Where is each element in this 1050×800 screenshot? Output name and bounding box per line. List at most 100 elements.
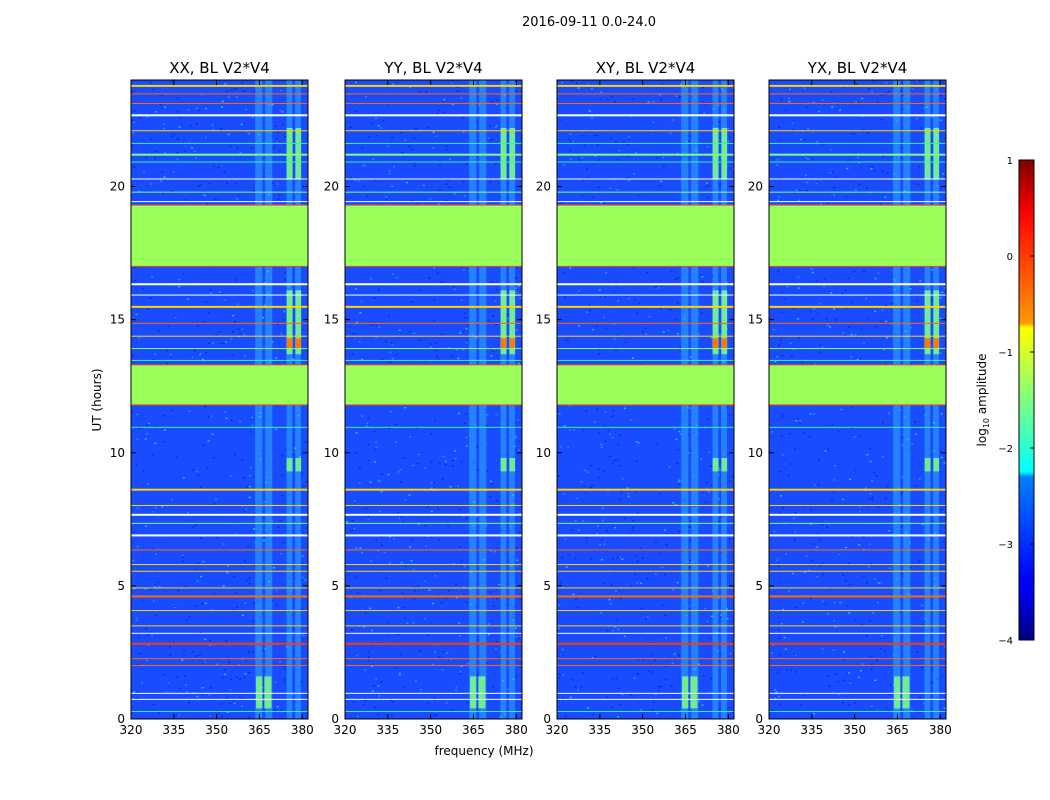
noise-speck bbox=[205, 467, 208, 470]
noise-speck bbox=[413, 586, 416, 588]
noise-speck bbox=[507, 317, 510, 320]
noise-speck bbox=[834, 319, 837, 321]
noise-speck bbox=[249, 582, 252, 585]
noise-speck bbox=[834, 673, 837, 675]
noise-speck bbox=[890, 684, 893, 686]
noise-speck bbox=[150, 183, 153, 185]
noise-speck bbox=[467, 324, 470, 327]
noise-speck bbox=[512, 616, 515, 619]
noise-speck bbox=[428, 589, 431, 591]
noise-speck bbox=[897, 155, 900, 157]
noise-speck bbox=[621, 693, 624, 696]
noise-speck bbox=[216, 537, 219, 539]
noise-speck bbox=[797, 318, 800, 320]
noise-speck bbox=[489, 591, 492, 593]
noise-speck bbox=[606, 530, 609, 532]
noise-speck bbox=[854, 702, 857, 704]
noise-speck bbox=[209, 715, 212, 717]
noise-speck bbox=[901, 444, 904, 446]
noise-speck bbox=[264, 296, 266, 298]
noise-speck bbox=[173, 605, 176, 608]
noise-speck bbox=[367, 659, 370, 662]
noise-speck bbox=[868, 165, 871, 168]
noise-speck bbox=[780, 354, 783, 357]
noise-speck bbox=[355, 432, 358, 434]
noise-speck bbox=[940, 186, 943, 189]
noise-speck bbox=[585, 410, 587, 412]
noise-speck bbox=[803, 87, 806, 89]
noise-speck bbox=[144, 588, 147, 590]
noise-speck bbox=[512, 619, 515, 622]
noise-speck bbox=[419, 339, 422, 342]
noise-speck bbox=[677, 449, 680, 451]
noise-speck bbox=[581, 156, 584, 159]
noise-speck bbox=[415, 128, 418, 130]
noise-speck bbox=[882, 156, 885, 158]
noise-speck bbox=[817, 484, 820, 486]
noise-speck bbox=[921, 666, 923, 669]
noise-speck bbox=[293, 358, 295, 360]
noise-speck bbox=[858, 544, 861, 546]
noise-speck bbox=[598, 432, 601, 434]
noise-speck bbox=[506, 313, 509, 315]
noise-speck bbox=[894, 281, 896, 283]
noise-speck bbox=[226, 711, 229, 713]
noise-speck bbox=[682, 127, 685, 129]
noise-speck bbox=[166, 362, 168, 365]
time-stripe bbox=[131, 359, 308, 361]
noise-speck bbox=[583, 485, 586, 488]
noise-speck bbox=[630, 419, 633, 421]
noise-speck bbox=[146, 116, 149, 118]
noise-speck bbox=[259, 274, 262, 276]
time-stripe bbox=[557, 610, 734, 612]
noise-speck bbox=[302, 634, 305, 637]
noise-speck bbox=[705, 481, 708, 484]
noise-speck bbox=[801, 361, 804, 363]
noise-speck bbox=[908, 286, 911, 289]
noise-speck bbox=[434, 349, 437, 351]
noise-speck bbox=[209, 686, 212, 689]
noise-speck bbox=[881, 170, 884, 172]
noise-speck bbox=[870, 705, 873, 707]
noise-speck bbox=[391, 357, 394, 360]
time-stripe bbox=[557, 348, 734, 350]
noise-speck bbox=[433, 299, 435, 301]
noise-speck bbox=[486, 425, 489, 427]
noise-speck bbox=[906, 438, 909, 441]
time-stripe bbox=[345, 534, 522, 537]
time-stripe bbox=[345, 153, 522, 156]
noise-speck bbox=[196, 695, 199, 698]
noise-speck bbox=[661, 566, 664, 569]
noise-speck bbox=[861, 115, 864, 118]
noise-speck bbox=[876, 101, 879, 103]
noise-speck bbox=[517, 419, 520, 421]
rfi-block bbox=[933, 290, 940, 355]
noise-speck bbox=[491, 686, 494, 688]
noise-speck bbox=[282, 319, 284, 321]
noise-speck bbox=[884, 650, 887, 652]
panel-title: YY, BL V2*V4 bbox=[383, 59, 482, 77]
noise-speck bbox=[701, 704, 704, 706]
noise-speck bbox=[213, 503, 216, 505]
noise-speck bbox=[564, 715, 567, 717]
noise-speck bbox=[888, 530, 890, 532]
noise-speck bbox=[382, 120, 385, 122]
noise-speck bbox=[816, 312, 819, 315]
noise-speck bbox=[876, 601, 879, 604]
noise-speck bbox=[193, 150, 196, 152]
time-stripe bbox=[345, 161, 522, 163]
noise-speck bbox=[182, 273, 185, 275]
noise-speck bbox=[430, 433, 433, 435]
noise-speck bbox=[829, 171, 832, 174]
noise-speck bbox=[789, 669, 792, 671]
noise-speck bbox=[441, 281, 444, 283]
noise-speck bbox=[860, 328, 863, 331]
time-stripe bbox=[345, 201, 522, 203]
noise-speck bbox=[679, 346, 682, 348]
noise-speck bbox=[469, 588, 472, 590]
noise-speck bbox=[648, 315, 651, 318]
noise-speck bbox=[819, 565, 822, 567]
y-tick-label: 10 bbox=[748, 446, 763, 460]
noise-speck bbox=[617, 716, 620, 718]
